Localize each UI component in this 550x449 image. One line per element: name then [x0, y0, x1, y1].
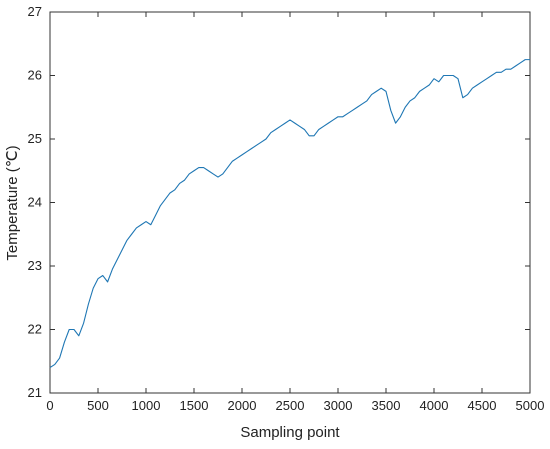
x-tick-label: 2000	[228, 398, 257, 413]
y-tick-label: 27	[28, 4, 42, 19]
x-tick-label: 1500	[180, 398, 209, 413]
y-tick-label: 25	[28, 131, 42, 146]
plot-frame	[49, 11, 531, 394]
y-tick-label: 23	[28, 258, 42, 273]
x-tick-label: 4000	[420, 398, 449, 413]
y-tick-label: 21	[28, 385, 42, 400]
x-tick-label: 2500	[276, 398, 305, 413]
y-tick-label: 26	[28, 68, 42, 83]
y-tick-label: 22	[28, 322, 42, 337]
x-tick-label: 1000	[132, 398, 161, 413]
series-line	[49, 59, 530, 369]
y-axis: 21 22 23 24 25 26 27	[28, 4, 530, 400]
x-axis-label: Sampling point	[240, 424, 340, 441]
x-tick-label: 3500	[372, 398, 401, 413]
y-axis-label: Temperature (℃)	[4, 145, 21, 260]
x-tick-label: 500	[87, 398, 109, 413]
x-tick-label: 4500	[468, 398, 497, 413]
x-tick-label: 0	[46, 398, 53, 413]
y-tick-label: 24	[28, 195, 42, 210]
x-tick-label: 5000	[516, 398, 545, 413]
x-axis: 0 500 1000 1500 2000 2500 3000 3500 4000 4500 5000	[46, 12, 544, 413]
x-tick-label: 3000	[324, 398, 353, 413]
